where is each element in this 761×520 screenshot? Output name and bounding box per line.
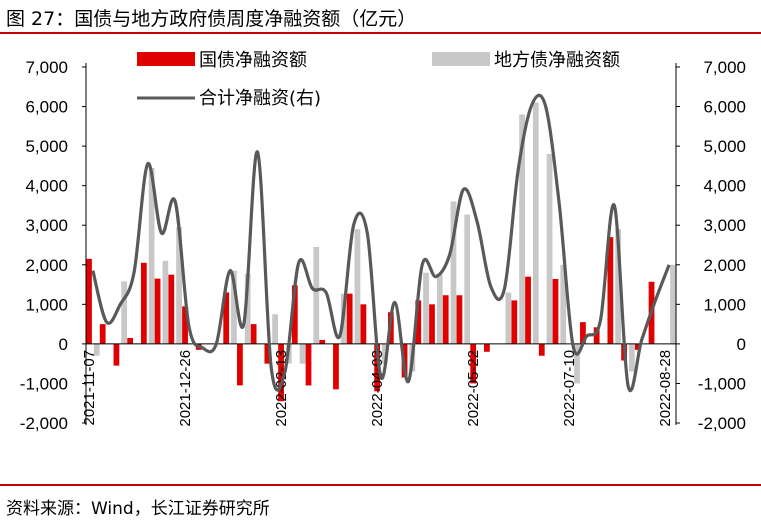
bar-govt-2022-01-30 <box>250 324 257 344</box>
xtick-label: 2022-07-10 <box>561 350 578 427</box>
xtick-label: 2022-04-03 <box>369 350 386 427</box>
bar-local-2022-02-06 <box>272 314 278 344</box>
bar-local-2021-12-19 <box>176 227 182 344</box>
bar-govt-2022-07-17 <box>580 322 586 344</box>
bar-govt-2022-05-22 <box>470 343 477 384</box>
bar-govt-2022-01-16 <box>223 292 230 344</box>
legend-label-local: 地方债净融资额 <box>494 50 620 71</box>
bar-govt-2022-05-01 <box>429 304 435 344</box>
bar-govt-2021-12-05 <box>140 262 147 344</box>
xtick-label: 2022-08-28 <box>657 350 674 427</box>
title-divider <box>0 32 761 34</box>
bar-govt-2022-03-20 <box>346 293 353 344</box>
bar-local-2022-02-20 <box>299 343 306 364</box>
ytick-left: 3,000 <box>25 216 68 235</box>
ytick-left: 1,000 <box>25 295 68 314</box>
bar-govt-2022-06-26 <box>538 343 545 356</box>
bar-govt-2021-11-14 <box>99 324 106 344</box>
bar-local-2022-01-23 <box>244 273 251 344</box>
bar-local-2022-05-15 <box>464 214 471 344</box>
bar-local-2021-11-07 <box>93 343 100 356</box>
bar-govt-2022-01-23 <box>237 343 243 386</box>
bar-local-2022-03-20 <box>354 229 361 344</box>
bar-govt-2022-04-03 <box>374 343 380 392</box>
line-total-financing <box>91 93 671 393</box>
bar-govt-2022-07-24 <box>593 327 600 344</box>
bar-govt-2021-11-28 <box>127 337 134 344</box>
axes-layer: -2,000 -2,000 -1,000 -1,000 0 0 1,000 1,000 2,00… <box>20 58 746 433</box>
bar-govt-2022-02-20 <box>291 285 298 344</box>
bar-govt-2022-02-13 <box>278 343 284 402</box>
bar-local-2022-07-31 <box>615 229 622 344</box>
bar-local-2021-12-05 <box>148 167 155 344</box>
bar-local-2022-06-19 <box>532 102 539 344</box>
ytick-right: 5,000 <box>703 137 746 156</box>
legend: 国债净融资额 地方债净融资额 合计净融资(右) <box>137 50 620 109</box>
bar-govt-2021-12-12 <box>154 278 161 344</box>
ytick-left: 7,000 <box>25 58 68 77</box>
bar-local-2021-12-12 <box>162 260 169 344</box>
xtick-label: 2021-12-26 <box>177 350 194 427</box>
ytick-right: 6,000 <box>703 98 746 117</box>
ytick-left: 6,000 <box>25 98 68 117</box>
xtick-label: 2021-11-07 <box>81 350 98 426</box>
bar-govt-2021-11-21 <box>113 343 120 366</box>
bar-govt-2022-03-06 <box>319 339 326 344</box>
bar-local-2022-08-07 <box>628 343 635 372</box>
bar-local-2022-04-03 <box>382 343 388 364</box>
bar-local-2022-07-10 <box>574 343 580 384</box>
bar-govt-2022-04-24 <box>415 300 422 344</box>
ytick-right: -2,000 <box>698 414 746 433</box>
bar-govt-2021-12-19 <box>168 274 175 344</box>
bar-local-2022-06-12 <box>519 114 525 344</box>
bar-govt-2022-05-29 <box>484 343 490 352</box>
ytick-right: -1,000 <box>698 374 746 393</box>
bar-govt-2022-03-13 <box>333 343 339 390</box>
source-divider <box>0 484 761 486</box>
legend-label-total: 合计净融资(右) <box>199 88 321 109</box>
ytick-right: 1,000 <box>703 295 746 314</box>
bar-local-2022-08-28 <box>670 264 676 344</box>
bar-local-2022-05-08 <box>450 201 457 344</box>
bar-local-2022-02-27 <box>313 246 320 344</box>
legend-swatch-govt <box>137 52 195 66</box>
ytick-left: 0 <box>59 335 68 354</box>
xtick-label: 2022-05-22 <box>465 350 482 427</box>
bar-govt-2022-02-06 <box>264 343 271 364</box>
bar-govt-2022-03-27 <box>360 304 367 344</box>
source-note: 资料来源：Wind，长江证券研究所 <box>6 499 270 519</box>
bar-govt-2022-06-12 <box>511 300 518 344</box>
bar-local-2022-06-26 <box>546 154 553 344</box>
ytick-left: -1,000 <box>20 374 68 393</box>
bar-govt-2021-12-26 <box>182 306 188 344</box>
bar-govt-2022-07-03 <box>552 279 559 344</box>
ytick-right: 2,000 <box>703 256 746 275</box>
bar-govt-2022-07-31 <box>607 237 614 344</box>
ytick-left: 4,000 <box>25 177 68 196</box>
line-layer <box>91 93 671 393</box>
bar-local-2022-04-24 <box>423 272 429 344</box>
bar-govt-2022-05-08 <box>442 295 449 344</box>
bar-govt-2022-02-27 <box>305 343 312 386</box>
chart: -2,000 -2,000 -1,000 -1,000 0 0 1,000 1,000 2,00… <box>20 50 746 433</box>
bar-local-2022-07-03 <box>560 264 567 344</box>
bar-local-2021-11-21 <box>121 281 128 344</box>
bar-govt-2022-08-14 <box>634 343 641 350</box>
ytick-right: 3,000 <box>703 216 746 235</box>
ytick-left: 2,000 <box>25 256 68 275</box>
legend-label-govt: 国债净融资额 <box>199 50 307 71</box>
ytick-right: 7,000 <box>703 58 746 77</box>
ytick-right: 0 <box>737 335 746 354</box>
bar-govt-2022-05-15 <box>456 295 463 344</box>
bar-local-2022-05-01 <box>436 274 443 344</box>
bar-local-2022-06-05 <box>505 292 512 344</box>
bar-local-2022-01-16 <box>231 270 237 344</box>
bar-govt-2022-06-19 <box>525 276 531 344</box>
bar-govt-2021-11-07 <box>86 258 92 344</box>
ytick-right: 4,000 <box>703 177 746 196</box>
ytick-left: 5,000 <box>25 137 68 156</box>
ytick-left: -2,000 <box>20 414 68 433</box>
legend-swatch-local <box>432 52 490 66</box>
figure-title: 图 27：国债与地方政府债周度净融资额（亿元） <box>6 8 417 30</box>
